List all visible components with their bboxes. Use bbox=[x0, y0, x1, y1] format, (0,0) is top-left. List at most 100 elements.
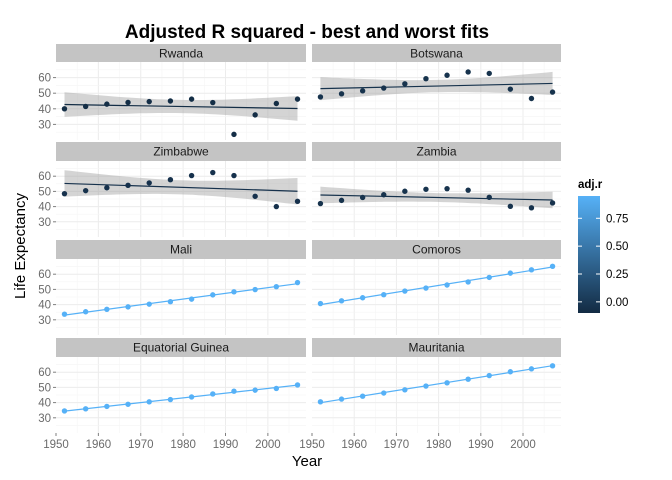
data-point bbox=[402, 188, 408, 194]
y-tick-label: 60 bbox=[38, 73, 51, 85]
data-point bbox=[486, 194, 492, 201]
fit-line bbox=[64, 384, 298, 412]
data-point bbox=[273, 100, 280, 107]
data-point bbox=[402, 81, 408, 87]
y-tick-label: 40 bbox=[38, 300, 51, 312]
y-tick-label: 30 bbox=[38, 315, 51, 327]
data-point bbox=[486, 70, 492, 77]
facet-strip bbox=[312, 240, 561, 259]
data-point bbox=[294, 279, 301, 286]
data-point bbox=[507, 369, 514, 375]
data-point bbox=[338, 197, 345, 204]
data-point bbox=[294, 96, 301, 102]
data-point bbox=[317, 200, 324, 207]
facet-strip bbox=[312, 338, 561, 357]
data-point bbox=[210, 99, 216, 106]
legend-colorbar bbox=[578, 196, 600, 313]
data-point bbox=[359, 393, 366, 399]
data-point bbox=[528, 205, 535, 211]
data-point bbox=[167, 396, 174, 403]
data-point bbox=[465, 376, 471, 382]
data-point bbox=[82, 309, 89, 315]
data-point bbox=[146, 301, 152, 307]
data-point bbox=[338, 396, 345, 402]
data-point bbox=[444, 185, 450, 192]
data-point bbox=[104, 306, 110, 313]
data-point bbox=[528, 95, 535, 102]
facet-strip-label: Rwanda bbox=[159, 47, 203, 61]
data-point bbox=[125, 99, 131, 106]
x-tick-label: 1950 bbox=[43, 439, 69, 451]
data-point bbox=[104, 185, 110, 191]
color-legend: adj.r 0.75 0.50 0.25 0.00 bbox=[578, 179, 628, 313]
y-tick-label: 30 bbox=[38, 119, 51, 131]
data-point bbox=[273, 203, 280, 210]
data-point bbox=[167, 299, 174, 305]
fit-line bbox=[320, 365, 553, 404]
y-tick-label: 40 bbox=[38, 104, 51, 116]
facet-strip-label: Zambia bbox=[416, 145, 456, 159]
data-point bbox=[402, 387, 408, 393]
data-point bbox=[210, 391, 216, 397]
data-point bbox=[252, 387, 258, 393]
facet-strip-label: Zimbabwe bbox=[153, 145, 209, 159]
x-tick-label: 2000 bbox=[510, 439, 536, 451]
data-point bbox=[231, 172, 237, 179]
x-axes: 1950 1960 1970 1980 1990 2000 1950 1960 1970 1980… bbox=[43, 433, 536, 451]
data-point bbox=[317, 399, 324, 405]
data-point bbox=[381, 390, 387, 396]
x-tick-label: 1950 bbox=[299, 439, 325, 451]
data-point bbox=[167, 98, 174, 104]
x-tick-label: 1970 bbox=[128, 439, 154, 451]
chart-title: Adjusted R squared - best and worst fits bbox=[125, 22, 489, 43]
legend-tick-label: 0.50 bbox=[606, 241, 628, 253]
y-tick-label: 50 bbox=[38, 88, 51, 100]
data-point bbox=[381, 292, 387, 298]
facet-strip bbox=[56, 142, 306, 161]
x-tick-label: 1980 bbox=[426, 439, 452, 451]
data-point bbox=[61, 408, 68, 414]
facet-strip-label: Mali bbox=[170, 243, 192, 257]
x-tick-label: 1960 bbox=[86, 439, 112, 451]
fit-line bbox=[320, 194, 553, 201]
y-tick-label: 60 bbox=[38, 269, 51, 281]
data-point bbox=[146, 180, 152, 186]
data-point bbox=[61, 311, 68, 317]
data-point bbox=[549, 89, 556, 95]
data-point bbox=[359, 88, 366, 94]
facet-panels: Rwanda 30 40 50 60 Botswana Zimbabwe 30 40 50 60 Za… bbox=[38, 44, 561, 433]
data-point bbox=[273, 283, 280, 290]
data-point bbox=[465, 69, 471, 75]
legend-title: adj.r bbox=[578, 179, 603, 191]
y-tick-label: 30 bbox=[38, 217, 51, 229]
y-tick-label: 40 bbox=[38, 202, 51, 214]
y-tick-label: 50 bbox=[38, 186, 51, 198]
data-point bbox=[231, 388, 237, 394]
data-point bbox=[528, 267, 535, 273]
data-point bbox=[423, 285, 429, 291]
y-tick-label: 50 bbox=[38, 382, 51, 394]
data-point bbox=[210, 169, 216, 176]
data-point bbox=[82, 103, 89, 110]
data-point bbox=[231, 131, 237, 138]
data-point bbox=[423, 75, 429, 82]
data-point bbox=[125, 182, 131, 189]
y-tick-label: 50 bbox=[38, 284, 51, 296]
data-point bbox=[188, 172, 195, 179]
data-point bbox=[231, 289, 237, 295]
x-axis-label: Year bbox=[292, 453, 322, 470]
data-point bbox=[423, 186, 429, 192]
data-point bbox=[125, 401, 131, 407]
legend-tick-label: 0.00 bbox=[606, 297, 628, 309]
y-tick-label: 30 bbox=[38, 413, 51, 425]
data-point bbox=[252, 193, 258, 199]
data-point bbox=[294, 382, 301, 388]
data-point bbox=[444, 282, 450, 288]
facet-panel: Rwanda 30 40 50 60 bbox=[38, 44, 306, 140]
facet-panel: Equatorial Guinea 30 40 50 60 bbox=[38, 338, 306, 433]
data-point bbox=[188, 394, 195, 400]
y-tick-label: 60 bbox=[38, 367, 51, 379]
data-point bbox=[381, 85, 387, 91]
data-point bbox=[444, 380, 450, 386]
